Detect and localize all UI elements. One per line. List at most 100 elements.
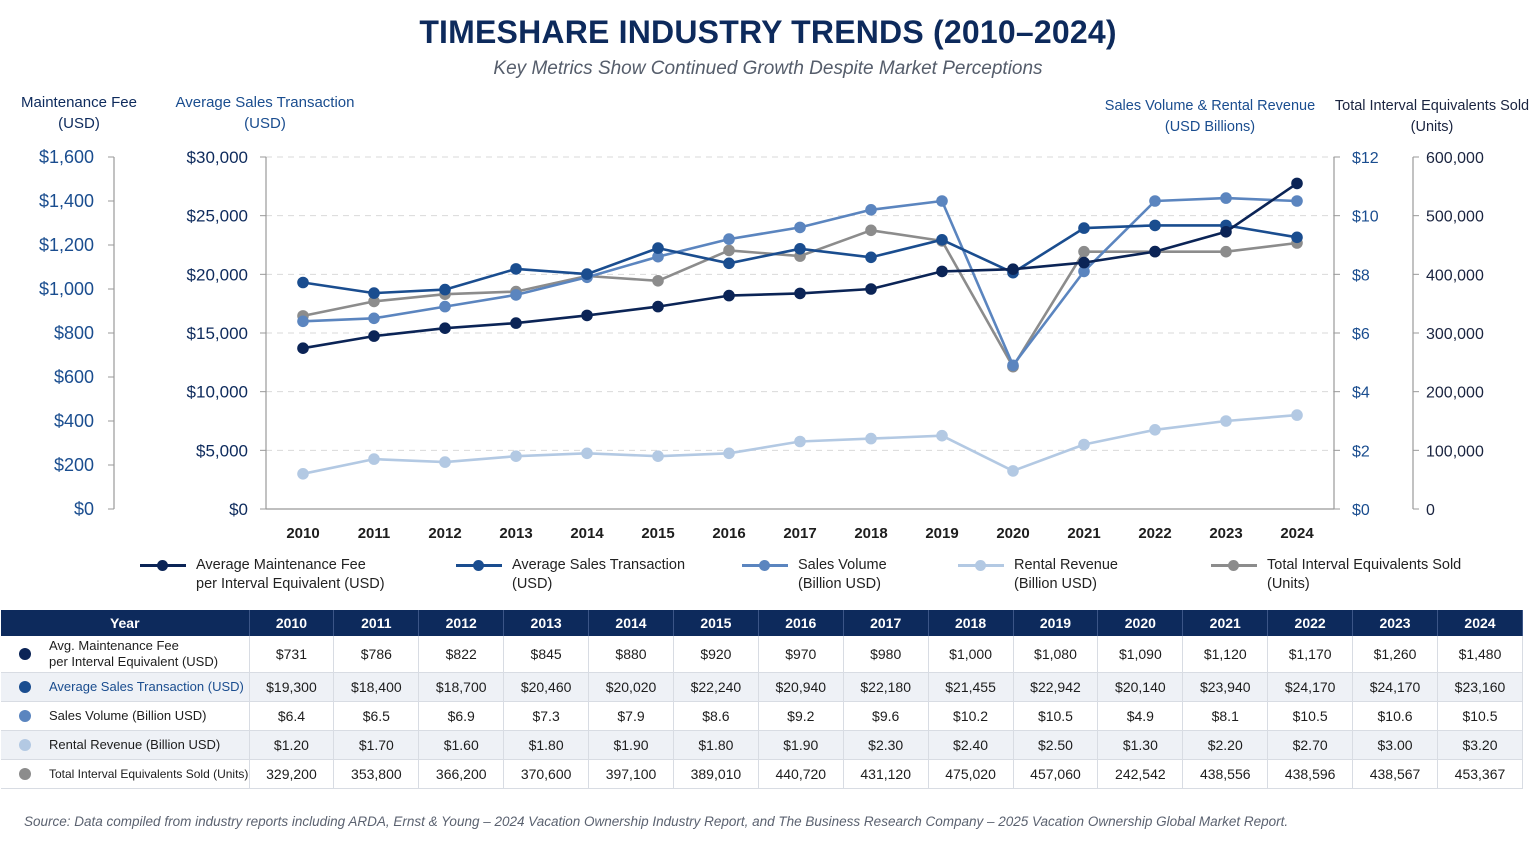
x-tick-label: 2023: [1209, 525, 1242, 542]
table-cell: 389,010: [673, 759, 759, 789]
table-cell: 438,596: [1267, 759, 1354, 789]
point-ast: [368, 287, 380, 299]
maint-tick-label: $400: [54, 411, 94, 431]
table-cell: $2.70: [1267, 730, 1354, 760]
table-cell: $9.2: [758, 701, 844, 731]
table-header-cell: 2013: [503, 610, 590, 636]
table-row: Total Interval Equivalents Sold (Units) 3…: [1, 759, 1524, 789]
point-rr: [1220, 415, 1232, 427]
row-bullet-icon: [19, 648, 31, 660]
x-tick-label: 2012: [428, 525, 461, 542]
tie-axis-title: Total Interval Equivalents Sold (Units): [1328, 96, 1536, 138]
point-tie: [368, 295, 380, 308]
point-maint: [1291, 177, 1303, 190]
sv-tick-label: $0: [1352, 502, 1370, 519]
table-header-cell: 2016: [758, 610, 844, 636]
table-cell: 366,200: [418, 759, 505, 789]
point-sv: [297, 315, 309, 328]
table-cell: $1.90: [588, 730, 674, 760]
legend-label-ast-2: (USD): [512, 576, 553, 592]
sv-axis-title-line1: Sales Volume & Rental Revenue: [1104, 98, 1316, 114]
chart-legend: Average Maintenance Fee per Interval Equi…: [0, 556, 1536, 600]
point-sv: [1078, 265, 1090, 278]
legend-dot-sv: [759, 560, 770, 571]
point-sv: [1007, 359, 1019, 372]
point-maint: [297, 342, 309, 355]
maint-tick-label: $200: [54, 455, 94, 475]
table-header-cell: 2023: [1352, 610, 1438, 636]
row-label-text: Total Interval Equivalents Sold (Units): [49, 767, 249, 781]
sv-axis-title: Sales Volume & Rental Revenue (USD Billi…: [1092, 96, 1328, 138]
sv-tick-label: $10: [1352, 209, 1379, 226]
table-body: Avg. Maintenance Fee per Interval Equival…: [1, 636, 1524, 789]
table-cell: 457,060: [1013, 759, 1099, 789]
point-maint: [1007, 263, 1019, 276]
legend-dot-rr: [975, 560, 986, 571]
legend-label-rr-1: Rental Revenue: [1014, 557, 1118, 573]
row-label-text: Average Sales Transaction (USD): [49, 679, 244, 694]
table-cell: $8.1: [1182, 701, 1269, 731]
table-cell: $9.6: [843, 701, 929, 731]
maint-tick-label: $1,600: [39, 147, 94, 167]
table-row-label: Average Sales Transaction (USD): [1, 672, 250, 702]
table-row: Rental Revenue (Billion USD) $1.20 $1.70 $1…: [1, 730, 1524, 760]
table-cell: $18,400: [333, 672, 420, 702]
table-header-cell: 2017: [843, 610, 929, 636]
ast-tick-label: $5,000: [196, 441, 248, 460]
table-cell: $1.80: [673, 730, 759, 760]
tie-axis-title-line1: Total Interval Equivalents Sold: [1334, 98, 1530, 114]
table-cell: $1,000: [928, 636, 1014, 673]
legend-label-tie-2: (Units): [1267, 576, 1310, 592]
table-cell: $1,480: [1437, 636, 1524, 673]
legend-label-maint-1: Average Maintenance Fee: [196, 557, 366, 573]
point-rr: [510, 450, 522, 463]
point-sv: [368, 312, 380, 325]
legend-dot-tie: [1228, 560, 1239, 571]
point-rr: [439, 456, 451, 468]
point-sv: [652, 250, 664, 263]
table-cell: $22,942: [1013, 672, 1099, 702]
point-maint: [368, 330, 380, 342]
table-cell: $3.00: [1352, 730, 1438, 760]
table-cell: $20,140: [1097, 672, 1184, 702]
table-cell: 329,200: [249, 759, 335, 789]
legend-label-sv-2: (Billion USD): [798, 576, 881, 592]
table-cell: $7.9: [588, 701, 674, 731]
sv-axis-title-line2: (USD Billions): [1164, 119, 1256, 135]
point-ast: [723, 257, 735, 270]
table-cell: 431,120: [843, 759, 929, 789]
sv-tick-label: $12: [1352, 150, 1379, 167]
point-maint: [794, 287, 806, 300]
table-cell: $822: [418, 636, 505, 673]
table-cell: $1.80: [503, 730, 590, 760]
sv-tick-label: $4: [1352, 385, 1370, 402]
point-rr: [1149, 424, 1161, 436]
point-tie: [865, 224, 877, 237]
x-tick-label: 2010: [286, 525, 319, 542]
point-maint: [1078, 256, 1090, 269]
ast-tick-label: $10,000: [187, 383, 248, 402]
row-bullet-icon: [19, 768, 31, 780]
table-row: Average Sales Transaction (USD) $19,300 $1…: [1, 672, 1524, 702]
ast-tick-label: $25,000: [187, 207, 248, 226]
table-cell: $920: [673, 636, 759, 673]
table-cell: $786: [333, 636, 420, 673]
table-header-year: Year: [1, 610, 250, 636]
table-cell: $3.20: [1437, 730, 1524, 760]
tie-tick-label: 500,000: [1426, 209, 1484, 226]
chart-title: TIMESHARE INDUSTRY TRENDS (2010–2024): [419, 14, 1117, 50]
point-rr: [1078, 438, 1090, 451]
table-header-row: Year 2010 2011 2012 2013 2014 2015 2016 2017 2018…: [1, 610, 1524, 636]
table-cell: 242,542: [1097, 759, 1184, 789]
point-ast: [1149, 219, 1161, 232]
point-sv: [439, 300, 451, 313]
x-tick-label: 2014: [570, 525, 604, 542]
sv-tick-label: $2: [1352, 443, 1370, 460]
table-cell: $18,700: [418, 672, 505, 702]
table-cell: $23,940: [1182, 672, 1269, 702]
point-sv: [510, 289, 522, 301]
sv-tick-label: $8: [1352, 267, 1370, 284]
point-ast: [1291, 231, 1303, 244]
row-label-text: Sales Volume (Billion USD): [49, 708, 207, 723]
point-sv: [723, 233, 735, 245]
